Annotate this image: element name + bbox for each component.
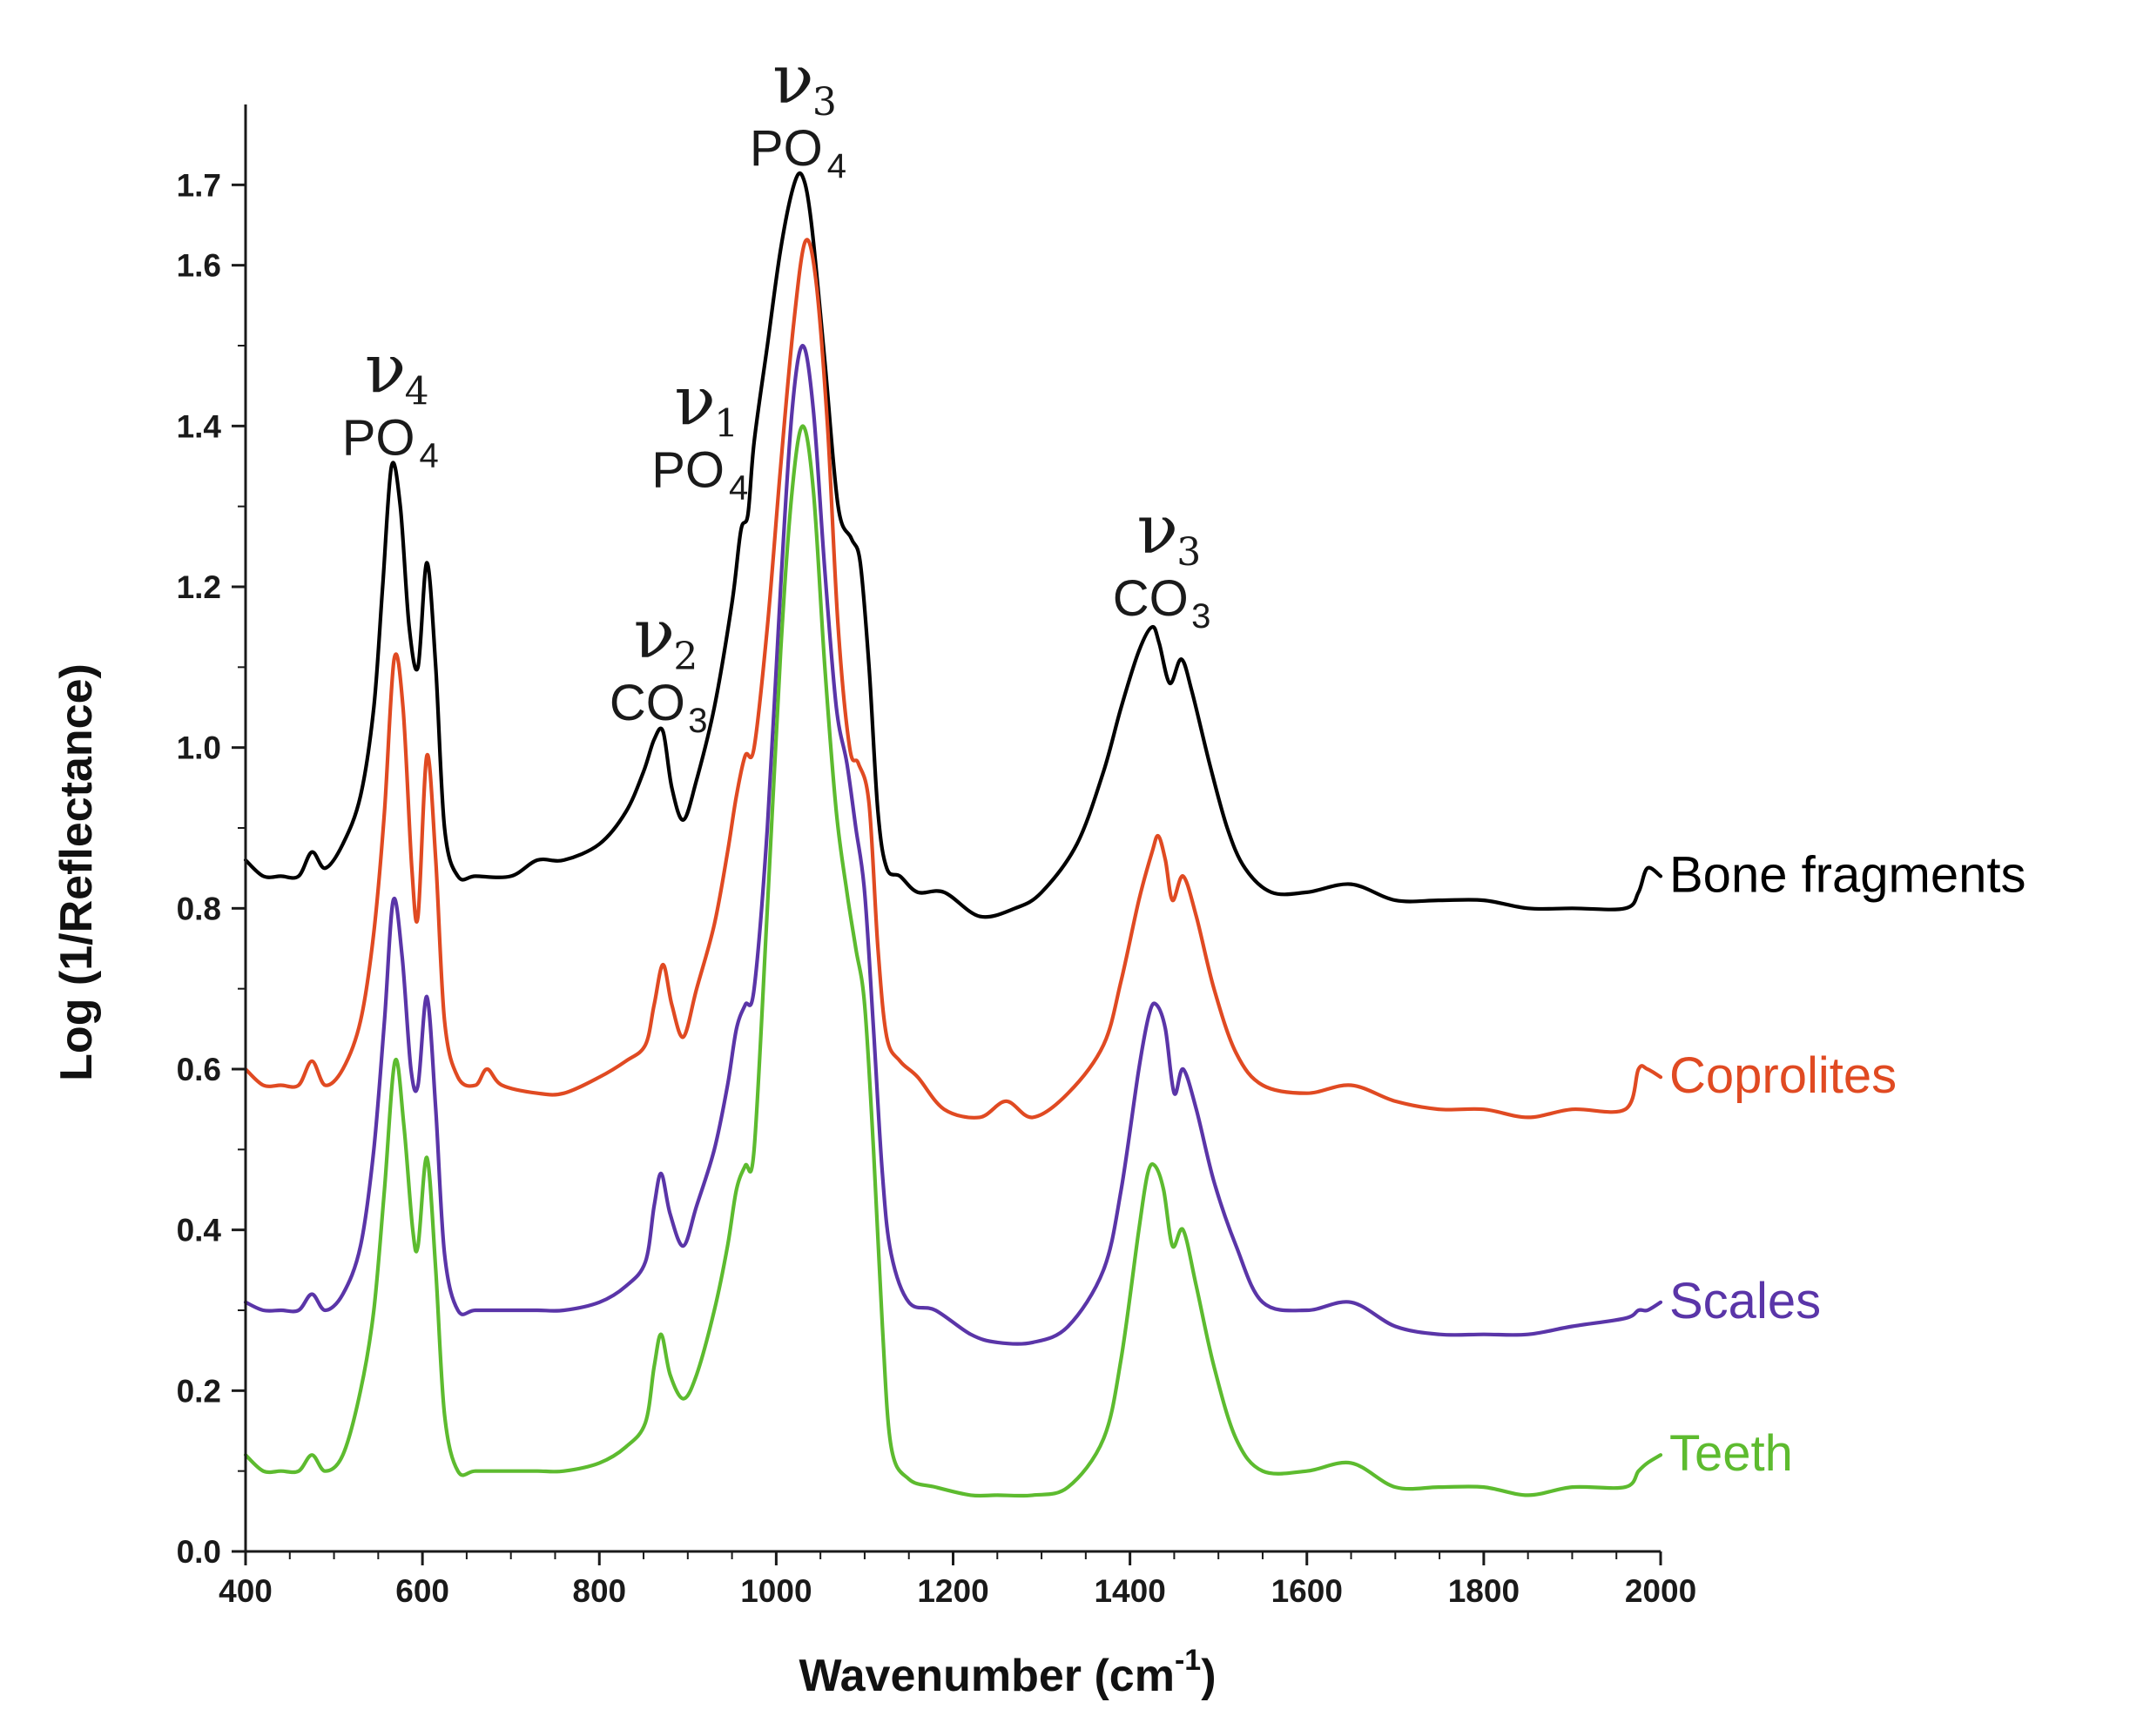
series-line-teeth: [243, 424, 1663, 1498]
y-tick-label: 1.2: [177, 569, 221, 605]
series-label-coprolites: Coprolites: [1669, 1047, 1897, 1104]
x-axis-label: Wavenumber (cm-1): [799, 1644, 1216, 1701]
series-line-bone-fragments: [243, 171, 1663, 919]
y-tick-label: 1.0: [177, 730, 221, 766]
annotation-group-subscript: 4: [420, 436, 439, 474]
x-tick-label: 1200: [917, 1573, 988, 1609]
annotation-nu-subscript: 3: [812, 80, 837, 124]
x-tick-label: 1800: [1448, 1573, 1520, 1609]
annotation-nu-symbol: ν: [1137, 491, 1178, 569]
series-label-teeth: Teeth: [1669, 1425, 1793, 1482]
y-axis-label: Log (1/Reflectance): [51, 663, 102, 1081]
y-tick-label: 0.4: [177, 1213, 222, 1248]
annotation-group-subscript: 3: [688, 702, 707, 740]
y-tick-label: 0.0: [177, 1534, 221, 1570]
annotation-nu-subscript: 1: [714, 401, 738, 446]
series-labels: Bone fragments Coprolites Scales Teeth: [1669, 846, 2026, 1482]
series-label-bone-fragments: Bone fragments: [1669, 846, 2026, 903]
x-tick-label: 1600: [1271, 1573, 1343, 1609]
annotation-group-subscript: 4: [729, 468, 748, 507]
annotation-group: PO: [750, 120, 823, 177]
x-tick-label: 1400: [1094, 1573, 1165, 1609]
annotation-nu-symbol: ν: [634, 595, 675, 674]
x-axis-label-superscript: -1: [1175, 1644, 1201, 1677]
annotation-nu-subscript: 4: [405, 369, 429, 414]
x-tick-label: 600: [395, 1573, 449, 1609]
x-axis-label-text: Wavenumber (cm: [799, 1651, 1175, 1701]
series-line-coprolites: [243, 238, 1663, 1120]
annotation-nu-symbol: ν: [674, 362, 715, 441]
annotation-group-subscript: 3: [1191, 597, 1210, 636]
annotation-nu-symbol: ν: [365, 330, 406, 408]
series-lines: [243, 171, 1663, 1498]
y-tick-label: 1.6: [177, 248, 221, 284]
annotation-nu-subscript: 3: [1176, 530, 1201, 575]
x-axis-label-close: ): [1201, 1651, 1216, 1701]
y-tick-label: 0.8: [177, 891, 221, 926]
annotation-group: PO: [651, 441, 725, 498]
tick-marks: 400 600 800 1000 1200 1400 1600 1800 2000 0.0 0.2 0…: [177, 167, 1697, 1609]
series-line-scales: [243, 343, 1663, 1346]
annotation-group: PO: [342, 409, 415, 466]
x-tick-label: 1000: [740, 1573, 812, 1609]
annotation-group: CO: [1113, 570, 1189, 627]
annotation-group: CO: [610, 675, 685, 731]
y-tick-label: 0.6: [177, 1052, 221, 1087]
y-tick-label: 0.2: [177, 1373, 221, 1409]
x-tick-label: 800: [572, 1573, 626, 1609]
x-tick-label: 2000: [1625, 1573, 1696, 1609]
series-label-scales: Scales: [1669, 1273, 1821, 1329]
y-tick-label: 1.7: [177, 167, 221, 203]
annotation-nu-symbol: ν: [772, 41, 813, 119]
y-tick-label: 1.4: [177, 408, 222, 444]
annotation-nu-subscript: 2: [673, 635, 698, 679]
x-tick-label: 400: [219, 1573, 273, 1609]
annotation-group-subscript: 4: [827, 147, 846, 185]
